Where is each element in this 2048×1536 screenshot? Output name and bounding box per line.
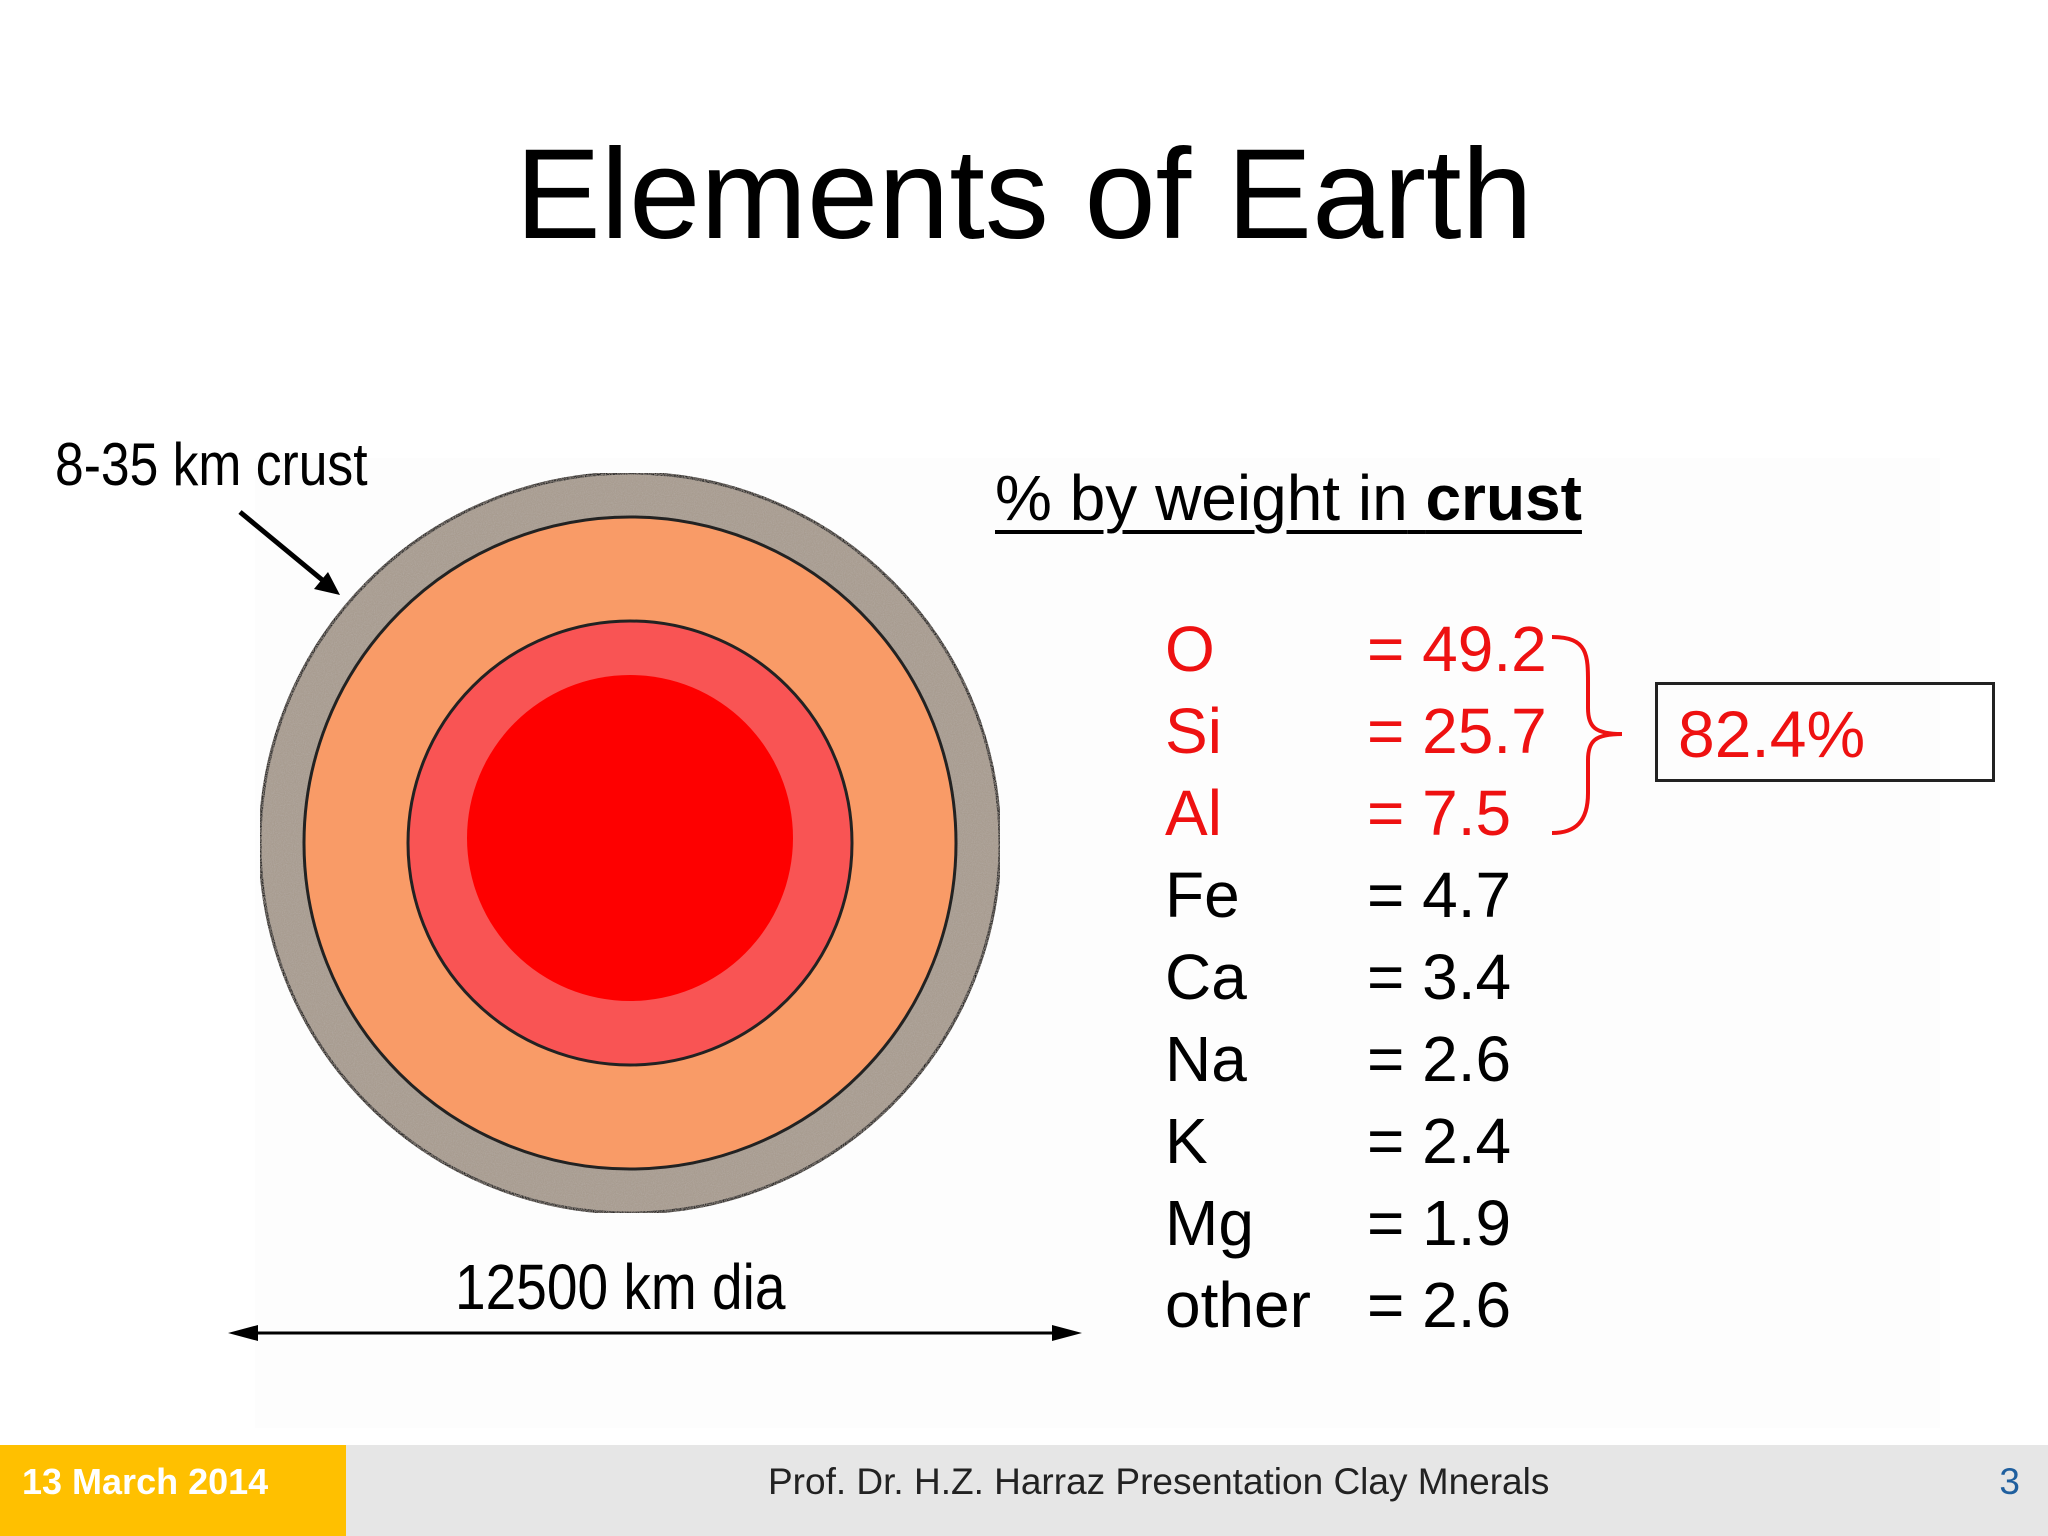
major-elements-brace bbox=[1551, 635, 1623, 835]
element-percentage: = 49.2 bbox=[1367, 613, 1547, 685]
crust-pointer-arrowhead bbox=[314, 572, 340, 595]
element-percentage: = 2.6 bbox=[1367, 1023, 1512, 1095]
footer-date: 13 March 2014 bbox=[0, 1445, 346, 1536]
element-symbol: other bbox=[1165, 1269, 1311, 1341]
element-symbol: Si bbox=[1165, 695, 1222, 767]
element-percentage: = 25.7 bbox=[1367, 695, 1547, 767]
element-percentage: = 4.7 bbox=[1367, 859, 1512, 931]
element-percentage: = 2.4 bbox=[1367, 1105, 1512, 1177]
composition-header: % by weight in crust bbox=[995, 460, 1582, 536]
inner-core-layer bbox=[467, 675, 793, 1001]
diameter-arrowhead-left bbox=[228, 1325, 258, 1341]
element-percentage: = 2.6 bbox=[1367, 1269, 1512, 1341]
element-percentage: = 1.9 bbox=[1367, 1187, 1512, 1259]
footer-presenter-topic: Prof. Dr. H.Z. Harraz Presentation Clay … bbox=[768, 1461, 1550, 1502]
element-symbol: O bbox=[1165, 613, 1215, 685]
major-elements-total: 82.4% bbox=[1678, 697, 1866, 771]
element-percentage: = 3.4 bbox=[1367, 941, 1512, 1013]
composition-header-bold: crust bbox=[1425, 462, 1582, 534]
earth-diameter-label: 12500 km dia bbox=[455, 1251, 786, 1323]
crust-thickness-label: 8-35 km crust bbox=[55, 431, 368, 498]
element-symbol: Ca bbox=[1165, 941, 1247, 1013]
element-symbol: Al bbox=[1165, 777, 1222, 849]
major-elements-total-box: 82.4% bbox=[1655, 682, 1995, 782]
element-symbol: Fe bbox=[1165, 859, 1240, 931]
diameter-arrowhead-right bbox=[1052, 1325, 1082, 1341]
composition-header-prefix: % by weight in bbox=[995, 462, 1408, 534]
slide-footer: 13 March 2014 Prof. Dr. H.Z. Harraz Pres… bbox=[0, 1445, 2048, 1536]
slide-title: Elements of Earth bbox=[515, 123, 1533, 266]
element-symbol: K bbox=[1165, 1105, 1208, 1177]
element-symbol: Mg bbox=[1165, 1187, 1254, 1259]
crust-pointer-arrow bbox=[238, 510, 334, 590]
element-percentage: = 7.5 bbox=[1367, 777, 1512, 849]
footer-page-number: 3 bbox=[1999, 1461, 2020, 1502]
element-symbol: Na bbox=[1165, 1023, 1247, 1095]
